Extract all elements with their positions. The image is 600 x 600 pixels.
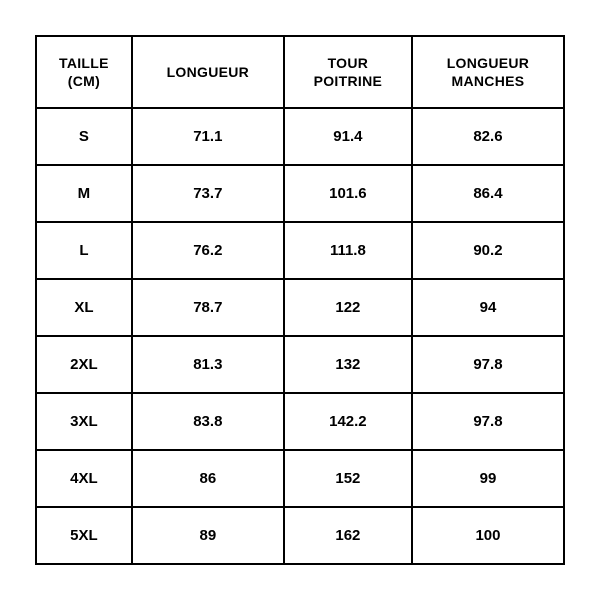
table-row: 2XL 81.3 132 97.8 — [36, 336, 564, 393]
table-body: S 71.1 91.4 82.6 M 73.7 101.6 86.4 L 76.… — [36, 108, 564, 564]
table-header-row: TAILLE (CM) LONGUEUR TOUR POITRINE LONGU… — [36, 36, 564, 108]
cell-size: 5XL — [36, 507, 132, 564]
col-header-taille-line2: (CM) — [68, 73, 100, 89]
cell-longueur-manches: 90.2 — [412, 222, 564, 279]
cell-size: S — [36, 108, 132, 165]
cell-tour-poitrine: 91.4 — [284, 108, 412, 165]
cell-size: 2XL — [36, 336, 132, 393]
cell-longueur-manches: 99 — [412, 450, 564, 507]
col-header-tour-line1: TOUR — [328, 55, 369, 71]
table-row: L 76.2 111.8 90.2 — [36, 222, 564, 279]
cell-tour-poitrine: 162 — [284, 507, 412, 564]
col-header-longueur-text: LONGUEUR — [167, 64, 250, 80]
cell-longueur-manches: 97.8 — [412, 393, 564, 450]
table-header: TAILLE (CM) LONGUEUR TOUR POITRINE LONGU… — [36, 36, 564, 108]
cell-longueur: 73.7 — [132, 165, 284, 222]
cell-longueur: 76.2 — [132, 222, 284, 279]
cell-longueur: 89 — [132, 507, 284, 564]
cell-longueur-manches: 86.4 — [412, 165, 564, 222]
cell-size: XL — [36, 279, 132, 336]
cell-longueur: 71.1 — [132, 108, 284, 165]
col-header-taille: TAILLE (CM) — [36, 36, 132, 108]
col-header-manches-line1: LONGUEUR — [447, 55, 530, 71]
cell-longueur: 83.8 — [132, 393, 284, 450]
col-header-tour-poitrine: TOUR POITRINE — [284, 36, 412, 108]
col-header-manches-line2: MANCHES — [452, 73, 525, 89]
cell-size: M — [36, 165, 132, 222]
table-row: M 73.7 101.6 86.4 — [36, 165, 564, 222]
cell-longueur-manches: 94 — [412, 279, 564, 336]
cell-tour-poitrine: 132 — [284, 336, 412, 393]
cell-tour-poitrine: 142.2 — [284, 393, 412, 450]
cell-longueur-manches: 97.8 — [412, 336, 564, 393]
table-row: XL 78.7 122 94 — [36, 279, 564, 336]
cell-size: 3XL — [36, 393, 132, 450]
cell-longueur: 86 — [132, 450, 284, 507]
col-header-tour-line2: POITRINE — [314, 73, 383, 89]
cell-tour-poitrine: 152 — [284, 450, 412, 507]
table-row: 4XL 86 152 99 — [36, 450, 564, 507]
col-header-longueur: LONGUEUR — [132, 36, 284, 108]
size-chart-table: TAILLE (CM) LONGUEUR TOUR POITRINE LONGU… — [35, 35, 565, 565]
cell-tour-poitrine: 111.8 — [284, 222, 412, 279]
cell-tour-poitrine: 101.6 — [284, 165, 412, 222]
cell-longueur: 81.3 — [132, 336, 284, 393]
cell-size: L — [36, 222, 132, 279]
col-header-taille-line1: TAILLE — [59, 55, 109, 71]
table-row: 3XL 83.8 142.2 97.8 — [36, 393, 564, 450]
table-row: S 71.1 91.4 82.6 — [36, 108, 564, 165]
cell-longueur: 78.7 — [132, 279, 284, 336]
cell-longueur-manches: 100 — [412, 507, 564, 564]
cell-tour-poitrine: 122 — [284, 279, 412, 336]
col-header-longueur-manches: LONGUEUR MANCHES — [412, 36, 564, 108]
cell-size: 4XL — [36, 450, 132, 507]
cell-longueur-manches: 82.6 — [412, 108, 564, 165]
table-row: 5XL 89 162 100 — [36, 507, 564, 564]
